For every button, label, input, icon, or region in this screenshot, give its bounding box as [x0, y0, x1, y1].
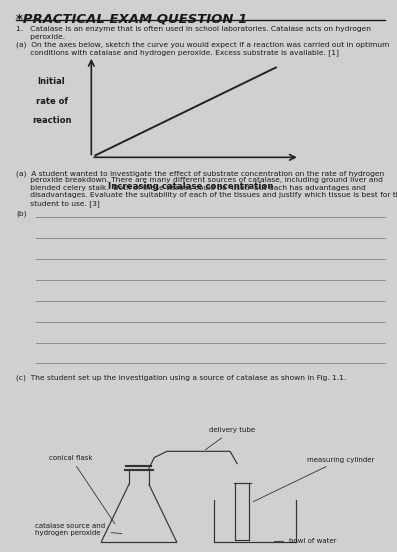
Text: Initial: Initial — [38, 77, 66, 87]
Text: (a)  A student wanted to investigate the effect of substrate concentration on th: (a) A student wanted to investigate the … — [16, 170, 384, 177]
Text: bowl of water: bowl of water — [274, 538, 337, 544]
Text: Increasing catalase concentration: Increasing catalase concentration — [108, 182, 273, 191]
Text: blended celery stalk.  Both of these tissues could be  used  but each has advant: blended celery stalk. Both of these tiss… — [16, 185, 366, 191]
Text: peroxide breakdown. There are many different sources of catalase, including grou: peroxide breakdown. There are many diffe… — [16, 178, 383, 183]
Text: 1.   Catalase is an enzyme that is often used in school laboratories. Catalase a: 1. Catalase is an enzyme that is often u… — [16, 26, 371, 33]
Text: rate of: rate of — [36, 97, 67, 106]
Text: measuring cylinder: measuring cylinder — [253, 457, 374, 502]
Text: peroxide.: peroxide. — [16, 34, 65, 40]
Text: (c)  The student set up the investigation using a source of catalase as shown in: (c) The student set up the investigation… — [16, 375, 346, 381]
Text: conical flask: conical flask — [49, 455, 115, 524]
Text: student to use. [3]: student to use. [3] — [16, 200, 100, 206]
Text: catalase source and
hydrogen peroxide: catalase source and hydrogen peroxide — [35, 523, 122, 535]
Text: (a)  On the axes below, sketch the curve you would expect if a reaction was carr: (a) On the axes below, sketch the curve … — [16, 42, 389, 49]
Text: disadvantages. Evaluate the suitability of each of the tissues and justify which: disadvantages. Evaluate the suitability … — [16, 193, 397, 198]
Text: (b): (b) — [16, 210, 27, 216]
Text: delivery tube: delivery tube — [206, 427, 255, 450]
Text: reaction: reaction — [32, 116, 71, 125]
Text: *PRACTICAL EXAM QUESTION 1: *PRACTICAL EXAM QUESTION 1 — [16, 12, 247, 25]
Text: conditions with catalase and hydrogen peroxide. Excess substrate is available. [: conditions with catalase and hydrogen pe… — [16, 50, 339, 56]
